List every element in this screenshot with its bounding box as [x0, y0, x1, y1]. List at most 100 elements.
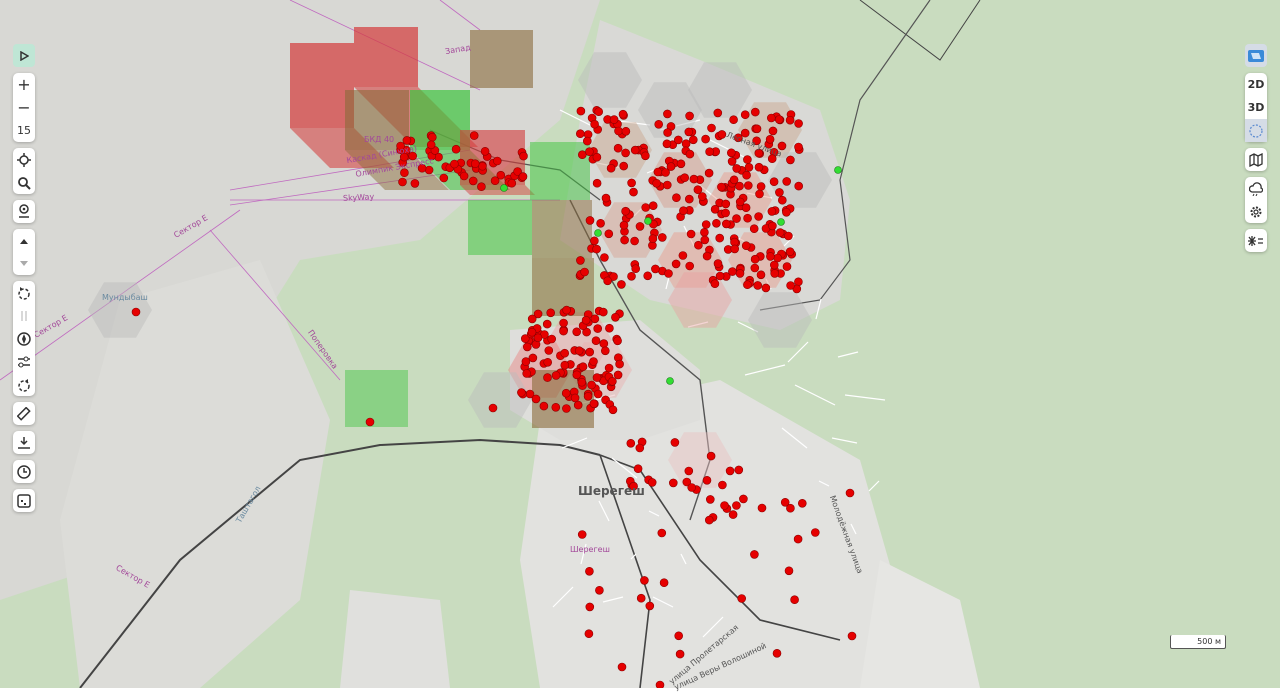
data-point: [592, 178, 602, 188]
data-point: [721, 219, 731, 229]
settings-button[interactable]: [1245, 200, 1267, 223]
terrain-area: [340, 590, 450, 688]
data-point: [527, 314, 537, 324]
search-button[interactable]: [13, 171, 35, 194]
zoom-out-button[interactable]: −: [17, 98, 31, 117]
data-point: [657, 233, 667, 242]
data-point: [741, 241, 751, 250]
data-point: [752, 136, 761, 146]
block-top: [345, 370, 408, 427]
data-point: [794, 277, 803, 287]
data-point: [845, 488, 855, 498]
play-icon: [20, 50, 29, 61]
data-point: [700, 228, 709, 237]
locate-button[interactable]: [13, 148, 35, 171]
data-point: [750, 263, 760, 273]
sliders-button[interactable]: [13, 350, 35, 373]
history-button[interactable]: [13, 460, 35, 483]
data-point: [543, 373, 552, 382]
data-point: [620, 235, 629, 245]
map-layer-button[interactable]: [1245, 148, 1267, 171]
data-point: [668, 478, 678, 488]
data-point: [701, 134, 710, 144]
data-point: [528, 353, 538, 363]
street: [787, 341, 809, 363]
hex-cell: [668, 432, 732, 488]
data-point: [600, 253, 609, 262]
zoom-in-button[interactable]: +: [17, 75, 31, 94]
globe-button[interactable]: [1245, 119, 1267, 142]
download-icon: [18, 436, 30, 449]
data-point: [603, 276, 612, 286]
download-button[interactable]: [13, 431, 35, 454]
pause-button[interactable]: [13, 304, 35, 327]
data-point: [710, 279, 720, 289]
street: [602, 596, 624, 603]
map-icon: [1249, 152, 1263, 167]
data-point: [739, 494, 748, 504]
legend-button[interactable]: [13, 489, 35, 512]
data-point: [618, 109, 628, 119]
data-point: [577, 377, 587, 387]
data-point: [477, 182, 486, 191]
data-point: [546, 308, 556, 318]
filter-button[interactable]: [1245, 229, 1267, 252]
data-point: [544, 346, 554, 355]
data-point: [661, 168, 670, 177]
data-point: [757, 503, 767, 513]
data-point: [575, 129, 585, 138]
data-point: [743, 155, 752, 164]
data-point: [574, 346, 584, 356]
data-point: [611, 312, 620, 322]
data-point: [396, 141, 405, 151]
data-point: [766, 113, 776, 123]
place-pin-button[interactable]: [13, 200, 35, 223]
data-point: [702, 475, 712, 485]
rotate-right-button[interactable]: [13, 373, 35, 396]
data-point: [732, 164, 742, 173]
data-point: [539, 401, 549, 411]
data-point: [630, 236, 639, 246]
data-point: [559, 326, 568, 336]
street: [611, 457, 638, 479]
play-button[interactable]: [13, 44, 35, 67]
data-point: [780, 497, 790, 507]
data-point: [735, 197, 745, 207]
data-point: [754, 162, 764, 172]
data-point: [688, 135, 698, 145]
tilt-down-button[interactable]: [13, 252, 35, 275]
street: [831, 437, 858, 444]
tilt-up-button[interactable]: [13, 229, 35, 252]
street: [580, 543, 587, 565]
data-point: [750, 550, 759, 559]
data-point: [786, 503, 795, 513]
data-point: [585, 566, 594, 576]
mode-2d-button[interactable]: 2D: [1247, 78, 1265, 91]
data-point: [551, 371, 561, 380]
data-point: [729, 115, 738, 124]
data-point: [749, 224, 759, 233]
mode-3d-button[interactable]: 3D: [1247, 101, 1265, 114]
data-point: [662, 180, 672, 190]
data-point: [741, 203, 751, 212]
data-point: [576, 106, 586, 116]
tilt-down-icon: [20, 260, 28, 266]
data-point: [720, 501, 729, 510]
data-point: [753, 281, 763, 290]
weather-button[interactable]: [1245, 177, 1267, 200]
data-point: [726, 148, 736, 158]
data-point: [662, 139, 672, 149]
data-point: [619, 161, 629, 171]
data-point: [730, 244, 740, 254]
rotate-left-button[interactable]: [13, 281, 35, 304]
ruler-button[interactable]: [13, 402, 35, 425]
data-point: [679, 206, 688, 215]
street: [561, 437, 588, 449]
data-point: [585, 147, 594, 156]
data-point: [652, 179, 661, 188]
satellite-layer-button[interactable]: [1245, 44, 1267, 67]
data-point: [468, 176, 478, 186]
compass-button[interactable]: [13, 327, 35, 350]
data-point: [399, 152, 409, 162]
